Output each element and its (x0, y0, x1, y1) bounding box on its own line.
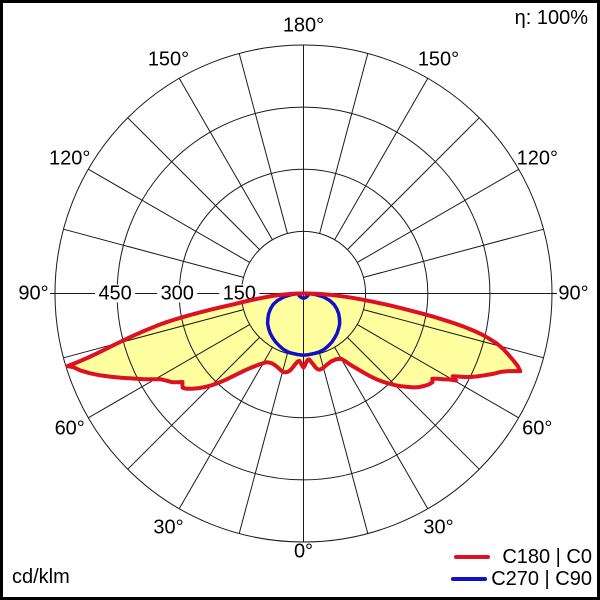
ring-label: 450 (98, 283, 131, 305)
grid-radial (238, 53, 288, 234)
angle-label: 120° (49, 148, 90, 170)
grid-radial (238, 353, 288, 534)
series-c180-c0 (65, 291, 523, 391)
ring-label-bg (157, 284, 198, 303)
grid-radial (319, 53, 369, 234)
grid-radial (363, 228, 544, 278)
angle-label: 0° (294, 541, 313, 563)
angle-label: 150° (418, 49, 459, 71)
angle-label: 90° (18, 283, 48, 305)
grid-radial (63, 228, 244, 278)
grid-radial (334, 347, 429, 509)
angle-label: 150° (148, 49, 189, 71)
angle-label: 60° (522, 418, 552, 440)
grid-radial (319, 353, 369, 534)
ring-label-bg (219, 284, 260, 303)
grid-radial (334, 78, 429, 240)
grid-radial (347, 117, 480, 250)
grid-radial (63, 309, 244, 359)
angle-label: 30° (153, 516, 183, 538)
legend-item-c270-c90: C270 | C90 (451, 568, 592, 590)
legend: C180 | C0 C270 | C90 (451, 546, 592, 590)
legend-label-c270-c90: C270 | C90 (491, 567, 592, 590)
unit-label: cd/klm (12, 566, 70, 588)
grid-radial (357, 324, 519, 419)
grid-radial (178, 78, 273, 240)
ring-label: 300 (161, 283, 194, 305)
series-c270-c90 (265, 291, 342, 357)
angle-label: 90° (558, 283, 588, 305)
grid-radial (347, 337, 480, 470)
grid-radial (127, 117, 260, 250)
legend-swatch-c180-c0 (454, 555, 491, 559)
angle-label: 120° (517, 148, 558, 170)
legend-label-c180-c0: C180 | C0 (502, 545, 592, 568)
efficiency-label: η: 100% (514, 7, 588, 29)
legend-swatch-c270-c90 (451, 577, 488, 581)
grid-radial (88, 324, 250, 419)
grid-radial (357, 168, 519, 263)
angle-label: 60° (55, 418, 85, 440)
grid-radial (178, 347, 273, 509)
angle-label: 30° (423, 516, 453, 538)
grid-radial (88, 168, 250, 263)
angle-label: 180° (283, 15, 324, 37)
ring-label-bg (95, 284, 136, 303)
legend-item-c180-c0: C180 | C0 (454, 546, 592, 568)
grid-radial (127, 337, 260, 470)
grid-radial (363, 309, 544, 359)
